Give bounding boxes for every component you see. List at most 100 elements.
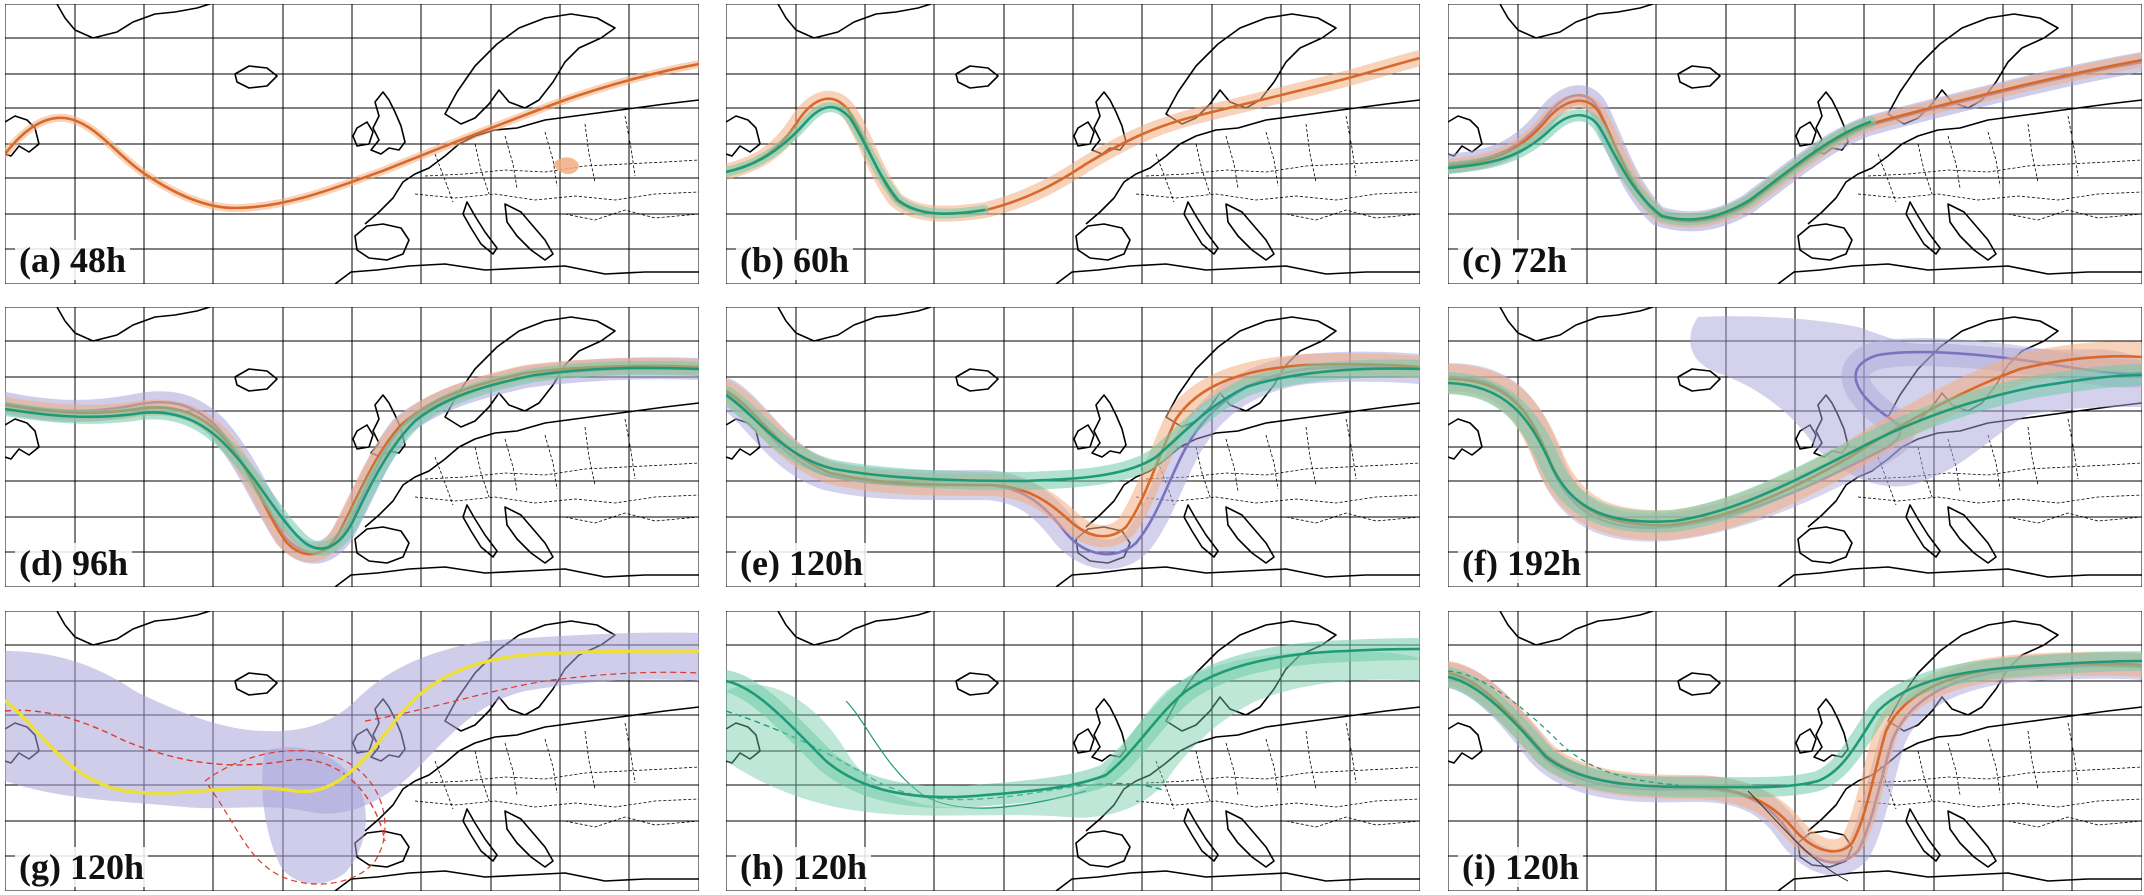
- country-border: [1877, 153, 1897, 203]
- greenland-coast: [1499, 4, 1654, 39]
- country-border: [2027, 426, 2039, 486]
- panel-h: (h) 120h: [726, 611, 1420, 891]
- country-border: [1345, 722, 1357, 784]
- iberia-coast: [1075, 830, 1131, 868]
- panel-e-map: [726, 307, 1420, 587]
- uk-coast: [370, 91, 406, 155]
- country-border: [1857, 191, 2142, 201]
- country-border: [624, 418, 636, 480]
- iceland-coast: [955, 65, 999, 89]
- country-border: [1135, 494, 1420, 504]
- iberia-coast: [1797, 223, 1853, 261]
- country-border: [1265, 434, 1279, 490]
- green-track: [1448, 651, 2142, 798]
- green-track-mean: [1448, 373, 2142, 523]
- africa-coast: [1777, 870, 2142, 891]
- orange-track-mean: [726, 56, 1420, 215]
- country-border: [1867, 766, 2142, 784]
- country-border: [414, 798, 699, 808]
- ireland-coast: [1795, 121, 1817, 147]
- labrador-coast: [726, 115, 761, 157]
- africa-coast: [1055, 870, 1420, 891]
- country-border: [474, 750, 490, 802]
- country-border: [544, 738, 558, 794]
- green-track: [1448, 364, 2142, 533]
- country-border: [1155, 153, 1175, 203]
- green-track-mean: [726, 647, 1420, 799]
- balkans-coast: [1225, 810, 1275, 868]
- italy-coast: [1905, 808, 1941, 862]
- red-member-east: [364, 671, 699, 722]
- green-track-mean: [1448, 659, 2142, 789]
- iceland-coast: [234, 672, 278, 696]
- green-track-spread: [726, 102, 989, 219]
- panel-a-label: (a) 48h: [15, 240, 130, 280]
- country-border: [1145, 766, 1420, 784]
- country-border: [1987, 131, 2001, 187]
- country-border: [2007, 816, 2142, 828]
- country-border: [1285, 816, 1420, 828]
- labrador-coast: [726, 722, 761, 764]
- panel-i: (i) 120h: [1448, 611, 2142, 891]
- panel-e: (e) 120h: [726, 307, 1420, 587]
- country-border: [624, 115, 636, 177]
- iceland-coast: [234, 65, 278, 89]
- country-border: [2027, 123, 2039, 183]
- country-border: [2067, 418, 2079, 480]
- europe-coast: [1085, 706, 1420, 832]
- iberia-coast: [354, 223, 410, 261]
- green-track: [726, 102, 989, 219]
- panel-i-map: [1448, 611, 2142, 891]
- green-track-mean: [726, 105, 986, 215]
- ireland-coast: [1073, 424, 1095, 450]
- italy-coast: [1183, 808, 1219, 862]
- country-border: [1857, 494, 2142, 504]
- panel-c: (c) 72h: [1448, 4, 2142, 284]
- country-border: [414, 494, 699, 504]
- iceland-coast: [955, 672, 999, 696]
- country-border: [504, 135, 518, 189]
- country-border: [584, 426, 596, 486]
- africa-coast: [1055, 566, 1420, 587]
- ireland-coast: [1073, 728, 1095, 754]
- green-track: [1448, 109, 1876, 226]
- balkans-coast: [504, 203, 554, 261]
- europe-coast: [364, 706, 699, 832]
- labrador-coast: [5, 418, 40, 460]
- country-border: [2027, 730, 2039, 790]
- africa-coast: [1055, 263, 1420, 284]
- country-border: [564, 816, 699, 828]
- iberia-coast: [354, 830, 410, 868]
- panel-a: (a) 48h: [5, 4, 699, 284]
- country-border: [1345, 418, 1357, 480]
- balkans-coast: [504, 810, 554, 868]
- panel-d-map: [5, 307, 699, 587]
- scandinavia-coast: [444, 13, 616, 125]
- country-border: [1155, 760, 1175, 810]
- country-border: [1225, 438, 1239, 492]
- country-border: [1145, 462, 1420, 480]
- country-border: [504, 438, 518, 492]
- country-border: [1265, 738, 1279, 794]
- country-border: [1947, 438, 1961, 492]
- country-border: [424, 766, 699, 784]
- panel-e-label: (e) 120h: [736, 543, 867, 583]
- green-track-mean: [726, 367, 1420, 483]
- panel-d: (d) 96h: [5, 307, 699, 587]
- country-border: [474, 143, 490, 195]
- panel-d-label: (d) 96h: [15, 543, 133, 583]
- iberia-coast: [354, 526, 410, 564]
- country-border: [1917, 143, 1933, 195]
- panel-g-label: (g) 120h: [15, 847, 148, 887]
- labrador-coast: [1448, 722, 1483, 764]
- panel-f-label: (f) 192h: [1458, 543, 1585, 583]
- country-border: [424, 462, 699, 480]
- ireland-coast: [352, 121, 374, 147]
- red-member-track: [5, 709, 386, 842]
- ireland-coast: [352, 424, 374, 450]
- panel-c-label: (c) 72h: [1458, 240, 1571, 280]
- europe-coast: [1085, 99, 1420, 225]
- europe-coast: [1807, 99, 2142, 225]
- labrador-coast: [1448, 418, 1483, 460]
- panel-h-map: [726, 611, 1420, 891]
